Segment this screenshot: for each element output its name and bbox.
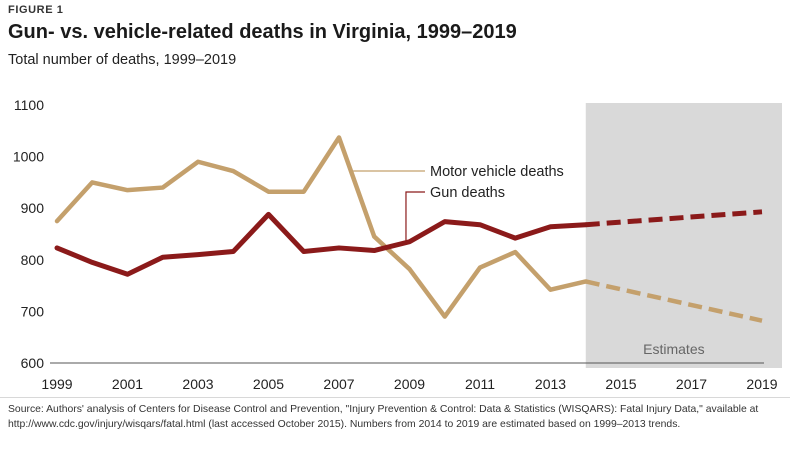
vehicle-deaths-line xyxy=(54,135,588,319)
gun-deaths-line xyxy=(54,211,589,277)
x-tick-label: 2013 xyxy=(535,376,566,392)
y-tick-label: 900 xyxy=(21,200,45,216)
x-tick-label: 1999 xyxy=(41,376,72,392)
estimate-region xyxy=(585,103,782,368)
x-tick-label: 2005 xyxy=(253,376,284,392)
y-tick-label: 600 xyxy=(21,355,45,371)
x-tick-label: 2015 xyxy=(605,376,636,392)
x-tick-label: 2003 xyxy=(182,376,213,392)
chart-title: Gun- vs. vehicle-related deaths in Virgi… xyxy=(8,21,517,43)
vehicle-deaths-estimate-line xyxy=(585,279,763,323)
line-chart: 600 700 800 900 1000 1100 1999 2001 2003 2005 2007… xyxy=(13,97,782,392)
y-tick-label: 800 xyxy=(21,252,45,268)
gun-label-leader xyxy=(405,191,425,243)
y-tick-label: 1000 xyxy=(13,149,44,165)
figure-label: FIGURE 1 xyxy=(8,4,64,16)
chart-subtitle: Total number of deaths, 1999–2019 xyxy=(8,52,237,68)
x-tick-label: 2019 xyxy=(746,376,777,392)
y-tick-label: 700 xyxy=(21,303,45,319)
gun-deaths-estimate-line xyxy=(585,209,763,228)
source-divider xyxy=(0,397,790,398)
x-tick-label: 2017 xyxy=(676,376,707,392)
x-tick-label: 2001 xyxy=(112,376,143,392)
x-tick-label: 2007 xyxy=(323,376,354,392)
y-tick-label: 1100 xyxy=(14,97,44,113)
x-tick-label: 2009 xyxy=(394,376,425,392)
gun-series-label: Gun deaths xyxy=(430,185,505,201)
source-note: Source: Authors' analysis of Centers for… xyxy=(8,404,759,430)
x-tick-label: 2011 xyxy=(465,376,495,392)
vehicle-series-label: Motor vehicle deaths xyxy=(430,164,564,180)
estimate-region-label: Estimates xyxy=(643,341,704,357)
